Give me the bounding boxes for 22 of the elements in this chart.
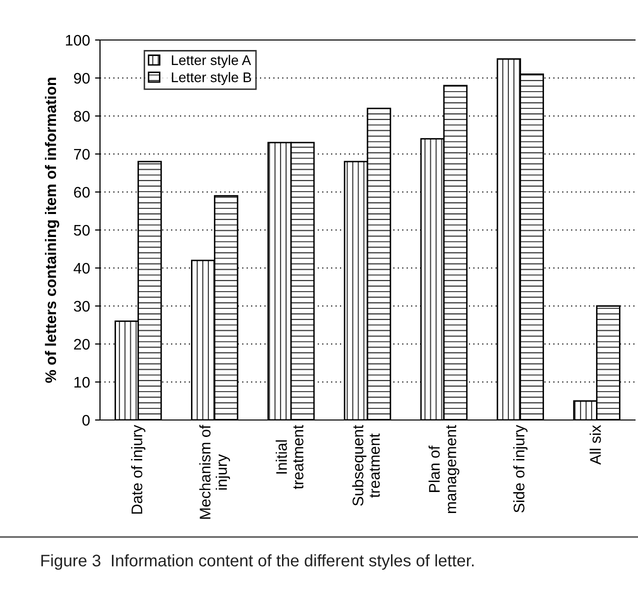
y-tick-label: 100 [66, 34, 90, 46]
x-tick-label: Initial treatment [276, 424, 304, 490]
y-tick-label: 50 [74, 224, 90, 236]
y-axis-title: % of letters containing item of information [44, 78, 60, 383]
x-tick-label: Mechanism of injury [199, 424, 230, 519]
x-tick-label: Side of injury [513, 424, 528, 512]
y-tick-label: 80 [74, 110, 90, 122]
x-tick-label: Plan of management [428, 424, 460, 514]
legend-label: Letter style A [172, 54, 252, 68]
x-tick-label: Date of injury [131, 424, 146, 514]
y-tick-label: 70 [74, 148, 90, 160]
y-tick-label: 20 [74, 338, 90, 350]
y-tick-label: 30 [74, 300, 90, 312]
x-tick-label: Subsequent treatment [352, 424, 380, 506]
legend-label: Letter style B [172, 72, 252, 85]
y-tick-label: 40 [74, 262, 90, 274]
y-tick-label: 0 [82, 414, 90, 426]
y-tick-label: 60 [74, 186, 90, 198]
y-tick-label: 90 [74, 72, 90, 84]
caption: Figure 3 Information content of the different styles of letter. [41, 554, 474, 570]
y-tick-label: 10 [74, 376, 90, 388]
x-tick-label: All six [590, 425, 601, 465]
